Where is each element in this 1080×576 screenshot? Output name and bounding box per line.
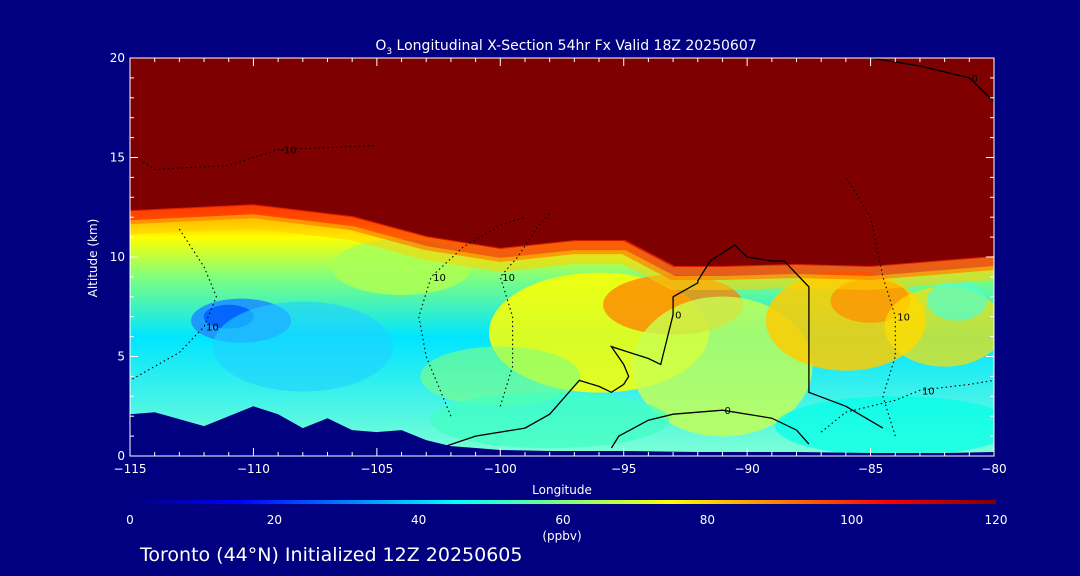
contour-line — [130, 228, 217, 381]
x-tick-label: −100 — [484, 462, 517, 476]
contour-label: 10 — [206, 323, 219, 334]
colorbar-tick-label: 0 — [126, 513, 134, 527]
colorbar-tick-label: 20 — [267, 513, 282, 527]
contour-line — [820, 379, 994, 433]
terrain-mask — [130, 406, 994, 456]
contour-label: 0 — [675, 311, 681, 322]
tropopause-gradient-band — [130, 204, 994, 281]
colorbar-tick-label: 40 — [411, 513, 426, 527]
x-tick-label: −115 — [114, 462, 147, 476]
y-tick-label: 15 — [110, 151, 125, 165]
colorbar-ticks: 0 20 40 60 80 100 120 — [126, 513, 1007, 527]
plot-area: 0 0 -10 10 10 10 10 10 0 — [130, 58, 994, 456]
title-subscript: 3 — [386, 47, 392, 57]
tropopause-gradient-band-lower — [130, 214, 994, 291]
colorbar-tick-label: 120 — [985, 513, 1008, 527]
contour-label: 0 — [724, 406, 730, 417]
colorbar-tick-label: 100 — [840, 513, 863, 527]
x-tick-label: −110 — [237, 462, 270, 476]
contour-label: 10 — [502, 273, 515, 284]
x-tick-label: −105 — [360, 462, 393, 476]
contour-label: 10 — [433, 273, 446, 284]
y-tick-label: 5 — [117, 350, 125, 364]
x-axis: −115 −110 −105 −100 −95 −90 −85 −80 — [114, 58, 1007, 476]
x-tick-label: −95 — [611, 462, 636, 476]
x-tick-label: −90 — [734, 462, 759, 476]
chart-title: O3 Longitudinal X-Section 54hr Fx Valid … — [375, 38, 756, 57]
y-axis: 0 5 10 15 20 — [110, 51, 994, 463]
contour-label: 0 — [971, 74, 977, 85]
y-tick-label: 10 — [110, 250, 125, 264]
contour-label: -10 — [280, 146, 296, 157]
colorbar: 0 20 40 60 80 100 120 (ppbv) — [126, 500, 1007, 543]
colorbar-tick-label: 60 — [555, 513, 570, 527]
contour-line — [130, 145, 377, 170]
y-tick-label: 0 — [117, 449, 125, 463]
ozone-feature — [775, 396, 994, 456]
contour-line — [610, 409, 810, 449]
footer-location-init: Toronto (44°N) Initialized 12Z 20250605 — [139, 544, 523, 566]
colorbar-strip — [130, 500, 996, 504]
y-axis-label: Altitude (km) — [86, 219, 100, 298]
ozone-feature — [212, 301, 393, 392]
contour-label: 10 — [897, 313, 910, 324]
title-text: Longitudinal X-Section 54hr Fx Valid 18Z… — [392, 38, 757, 54]
ozone-feature — [420, 346, 581, 407]
x-tick-label: −80 — [981, 462, 1006, 476]
contour-line — [845, 177, 896, 437]
y-tick-label: 20 — [110, 51, 125, 65]
contour-line — [445, 244, 884, 447]
contour-lines: 0 0 -10 10 10 10 10 10 0 — [130, 58, 994, 449]
ozone-feature — [632, 296, 813, 437]
ozone-feature — [926, 280, 987, 321]
x-tick-label: −85 — [858, 462, 883, 476]
contour-label: 10 — [922, 386, 935, 397]
stratospheric-ozone-region — [130, 58, 994, 267]
colorbar-tick-label: 80 — [700, 513, 715, 527]
contour-line — [499, 212, 551, 407]
colorbar-units: (ppbv) — [542, 529, 581, 543]
x-axis-label: Longitude — [532, 483, 592, 497]
